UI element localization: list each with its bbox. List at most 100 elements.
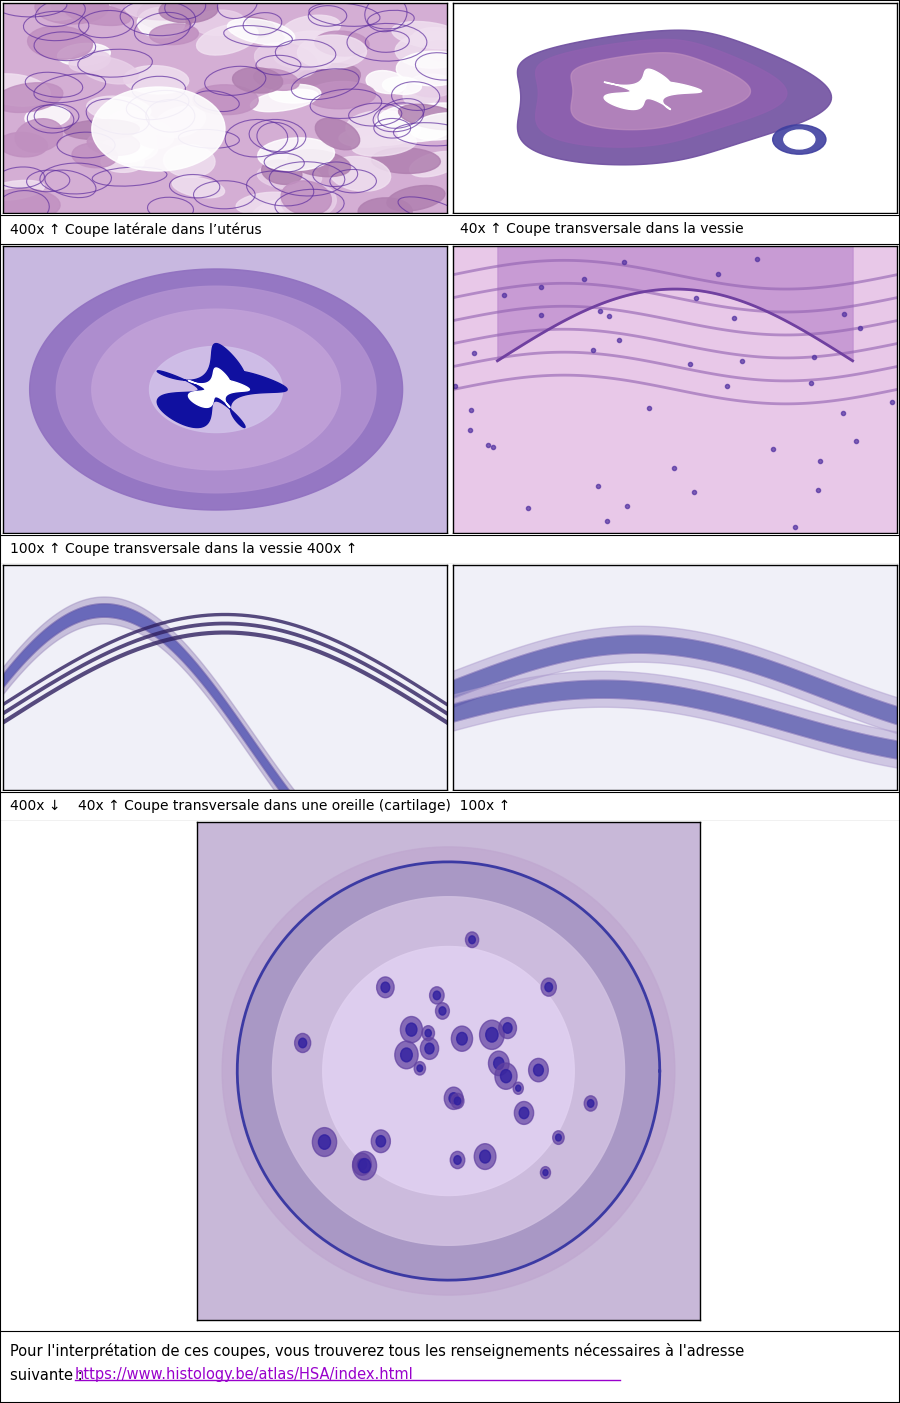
Ellipse shape xyxy=(0,74,50,107)
Ellipse shape xyxy=(306,81,375,109)
Ellipse shape xyxy=(392,21,465,49)
Ellipse shape xyxy=(155,107,205,137)
Ellipse shape xyxy=(357,1159,366,1170)
Ellipse shape xyxy=(172,177,225,198)
Ellipse shape xyxy=(254,69,299,90)
Ellipse shape xyxy=(528,1058,548,1082)
Ellipse shape xyxy=(454,1097,461,1104)
Ellipse shape xyxy=(312,1128,337,1156)
Ellipse shape xyxy=(358,1159,371,1173)
Ellipse shape xyxy=(399,104,464,129)
Ellipse shape xyxy=(420,1038,438,1059)
Ellipse shape xyxy=(403,83,439,107)
Ellipse shape xyxy=(293,63,360,94)
Ellipse shape xyxy=(315,118,360,150)
Ellipse shape xyxy=(339,128,398,147)
Ellipse shape xyxy=(474,1143,496,1170)
Ellipse shape xyxy=(109,111,160,139)
Ellipse shape xyxy=(352,133,417,156)
Ellipse shape xyxy=(228,18,295,45)
Ellipse shape xyxy=(372,1129,391,1153)
Ellipse shape xyxy=(65,119,140,140)
Ellipse shape xyxy=(480,1150,491,1163)
Ellipse shape xyxy=(489,1051,509,1076)
Ellipse shape xyxy=(227,17,274,38)
Ellipse shape xyxy=(543,1170,548,1176)
Ellipse shape xyxy=(69,51,111,72)
Ellipse shape xyxy=(79,56,139,84)
Polygon shape xyxy=(30,269,402,511)
Ellipse shape xyxy=(193,84,258,115)
Ellipse shape xyxy=(422,1026,435,1041)
Polygon shape xyxy=(571,53,751,129)
Ellipse shape xyxy=(281,181,331,215)
Ellipse shape xyxy=(51,0,110,18)
Ellipse shape xyxy=(408,74,455,97)
Ellipse shape xyxy=(411,28,455,49)
Ellipse shape xyxy=(164,145,215,177)
Ellipse shape xyxy=(35,0,109,24)
Ellipse shape xyxy=(25,105,70,128)
Ellipse shape xyxy=(396,52,470,86)
Ellipse shape xyxy=(138,7,185,38)
Polygon shape xyxy=(536,39,787,147)
Ellipse shape xyxy=(15,119,63,152)
Ellipse shape xyxy=(544,982,553,992)
Ellipse shape xyxy=(534,1065,544,1076)
Ellipse shape xyxy=(784,130,814,149)
Ellipse shape xyxy=(456,1033,467,1045)
Ellipse shape xyxy=(252,199,297,224)
Ellipse shape xyxy=(452,1026,472,1051)
Ellipse shape xyxy=(299,1038,307,1048)
Ellipse shape xyxy=(469,936,475,944)
Polygon shape xyxy=(604,69,702,109)
Ellipse shape xyxy=(376,1135,385,1146)
Ellipse shape xyxy=(353,1152,376,1180)
Ellipse shape xyxy=(429,986,444,1005)
Ellipse shape xyxy=(480,1020,504,1049)
Ellipse shape xyxy=(436,1003,449,1019)
Ellipse shape xyxy=(257,163,321,189)
Ellipse shape xyxy=(406,1023,417,1037)
Ellipse shape xyxy=(495,1063,518,1089)
Polygon shape xyxy=(149,347,283,432)
Text: https://www.histology.be/atlas/HSA/index.html: https://www.histology.be/atlas/HSA/index… xyxy=(75,1368,414,1382)
Ellipse shape xyxy=(92,87,225,171)
Ellipse shape xyxy=(449,1093,458,1104)
Ellipse shape xyxy=(283,31,355,63)
Ellipse shape xyxy=(433,991,440,1000)
Polygon shape xyxy=(518,29,832,166)
Ellipse shape xyxy=(329,157,391,191)
Ellipse shape xyxy=(319,1135,330,1149)
Ellipse shape xyxy=(588,1100,594,1107)
Ellipse shape xyxy=(274,48,332,70)
Ellipse shape xyxy=(294,1034,310,1052)
Ellipse shape xyxy=(773,125,826,154)
Ellipse shape xyxy=(555,1134,562,1141)
Ellipse shape xyxy=(281,182,337,219)
Ellipse shape xyxy=(112,128,157,163)
Polygon shape xyxy=(323,947,574,1195)
Ellipse shape xyxy=(417,1065,423,1072)
Ellipse shape xyxy=(236,192,296,215)
Ellipse shape xyxy=(454,1156,461,1164)
Polygon shape xyxy=(222,847,675,1295)
Ellipse shape xyxy=(516,1085,521,1092)
Ellipse shape xyxy=(297,35,366,69)
Ellipse shape xyxy=(138,0,202,29)
Ellipse shape xyxy=(395,1041,419,1069)
Ellipse shape xyxy=(400,1017,422,1042)
Ellipse shape xyxy=(250,90,318,112)
Ellipse shape xyxy=(407,102,482,126)
Ellipse shape xyxy=(123,66,189,94)
Ellipse shape xyxy=(283,15,340,41)
Polygon shape xyxy=(92,309,340,470)
Ellipse shape xyxy=(58,43,111,66)
Ellipse shape xyxy=(439,1007,446,1016)
Ellipse shape xyxy=(232,67,283,93)
Ellipse shape xyxy=(553,1131,564,1145)
Ellipse shape xyxy=(28,27,93,59)
Polygon shape xyxy=(158,344,287,428)
Ellipse shape xyxy=(465,932,479,947)
Ellipse shape xyxy=(366,70,406,94)
